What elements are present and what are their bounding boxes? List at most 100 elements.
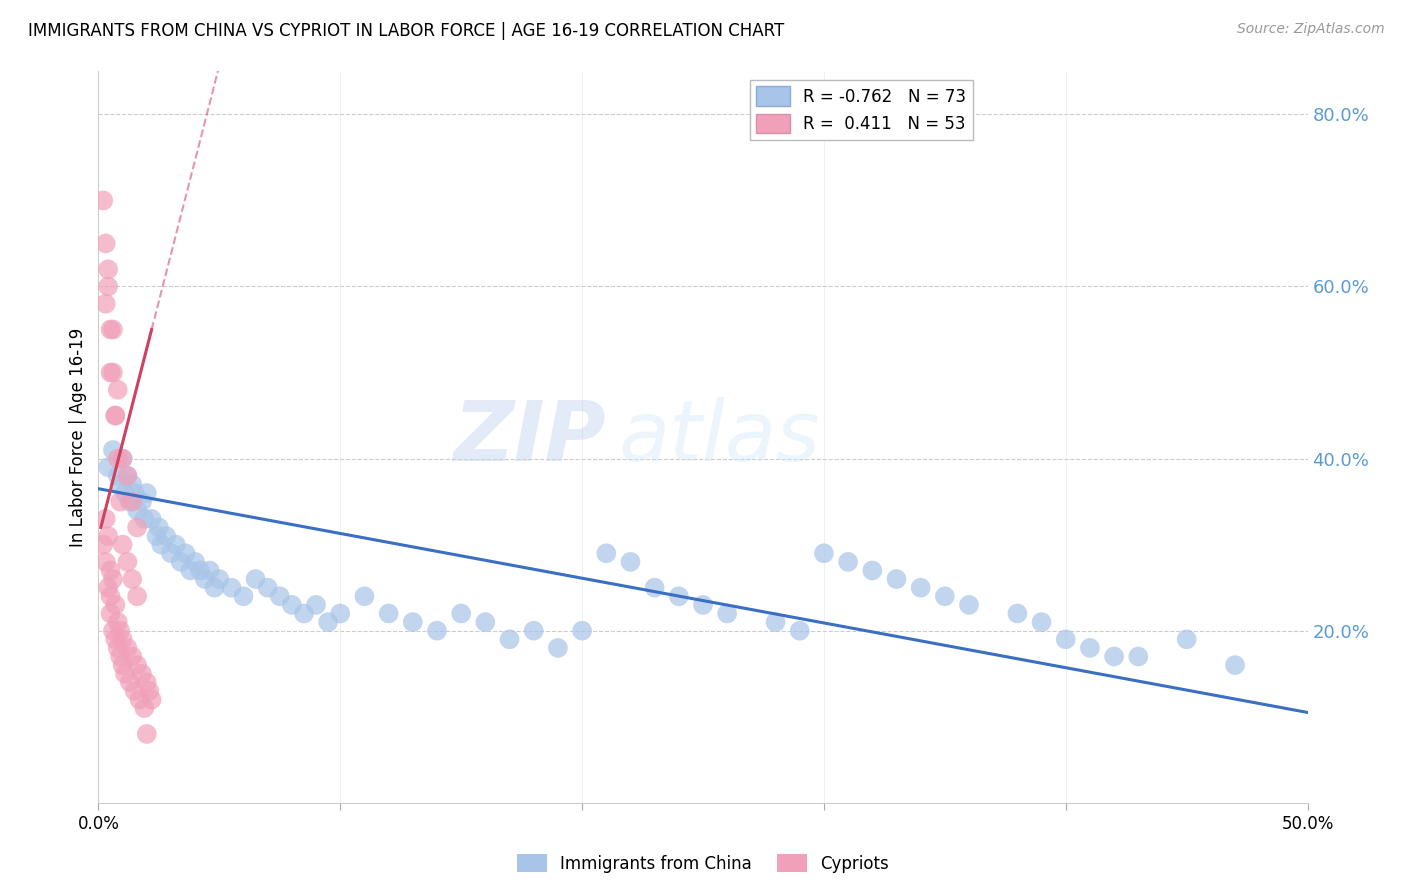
- Point: [692, 598, 714, 612]
- Point: [107, 451, 129, 466]
- Point: [765, 615, 787, 629]
- Point: [194, 572, 217, 586]
- Point: [111, 451, 134, 466]
- Point: [117, 640, 139, 655]
- Point: [256, 581, 278, 595]
- Point: [1223, 658, 1246, 673]
- Point: [108, 624, 131, 638]
- Point: [124, 486, 146, 500]
- Point: [141, 692, 163, 706]
- Point: [121, 477, 143, 491]
- Point: [97, 279, 120, 293]
- Point: [97, 581, 120, 595]
- Point: [100, 366, 122, 380]
- Point: [94, 512, 117, 526]
- Point: [127, 503, 149, 517]
- Point: [644, 581, 666, 595]
- Point: [204, 581, 226, 595]
- Text: ZIP: ZIP: [454, 397, 606, 477]
- Point: [1128, 649, 1150, 664]
- Point: [148, 520, 170, 534]
- Point: [155, 529, 177, 543]
- Legend: Immigrants from China, Cypriots: Immigrants from China, Cypriots: [510, 847, 896, 880]
- Point: [107, 615, 129, 629]
- Point: [135, 727, 157, 741]
- Point: [269, 589, 291, 603]
- Point: [117, 555, 139, 569]
- Text: atlas: atlas: [619, 397, 820, 477]
- Point: [329, 607, 352, 621]
- Point: [127, 589, 149, 603]
- Point: [111, 538, 134, 552]
- Point: [114, 486, 136, 500]
- Point: [886, 572, 908, 586]
- Point: [957, 598, 980, 612]
- Point: [474, 615, 496, 629]
- Point: [91, 194, 114, 208]
- Point: [169, 555, 191, 569]
- Point: [101, 624, 124, 638]
- Point: [101, 322, 124, 336]
- Point: [245, 572, 267, 586]
- Point: [100, 589, 122, 603]
- Point: [108, 494, 131, 508]
- Point: [498, 632, 520, 647]
- Point: [292, 607, 315, 621]
- Point: [174, 546, 197, 560]
- Point: [1102, 649, 1125, 664]
- Point: [910, 581, 932, 595]
- Point: [107, 383, 129, 397]
- Point: [131, 494, 153, 508]
- Point: [108, 477, 131, 491]
- Point: [571, 624, 593, 638]
- Point: [94, 555, 117, 569]
- Point: [1054, 632, 1077, 647]
- Point: [619, 555, 641, 569]
- Point: [104, 409, 127, 423]
- Point: [100, 564, 122, 578]
- Point: [104, 632, 127, 647]
- Point: [160, 546, 183, 560]
- Point: [127, 520, 149, 534]
- Point: [97, 262, 120, 277]
- Point: [716, 607, 738, 621]
- Point: [208, 572, 231, 586]
- Point: [135, 486, 157, 500]
- Point: [1078, 640, 1101, 655]
- Point: [813, 546, 835, 560]
- Point: [184, 555, 207, 569]
- Point: [111, 632, 134, 647]
- Point: [131, 666, 153, 681]
- Point: [91, 538, 114, 552]
- Point: [117, 468, 139, 483]
- Point: [124, 684, 146, 698]
- Y-axis label: In Labor Force | Age 16-19: In Labor Force | Age 16-19: [69, 327, 87, 547]
- Point: [100, 607, 122, 621]
- Point: [860, 564, 883, 578]
- Point: [221, 581, 243, 595]
- Point: [134, 701, 156, 715]
- Point: [426, 624, 449, 638]
- Point: [523, 624, 546, 638]
- Point: [281, 598, 304, 612]
- Point: [111, 451, 134, 466]
- Point: [837, 555, 859, 569]
- Point: [547, 640, 569, 655]
- Point: [1007, 607, 1029, 621]
- Point: [198, 564, 221, 578]
- Point: [934, 589, 956, 603]
- Point: [127, 658, 149, 673]
- Point: [188, 564, 211, 578]
- Text: IMMIGRANTS FROM CHINA VS CYPRIOT IN LABOR FORCE | AGE 16-19 CORRELATION CHART: IMMIGRANTS FROM CHINA VS CYPRIOT IN LABO…: [28, 22, 785, 40]
- Point: [100, 322, 122, 336]
- Point: [316, 615, 339, 629]
- Point: [165, 538, 187, 552]
- Point: [1175, 632, 1198, 647]
- Point: [450, 607, 472, 621]
- Point: [134, 512, 156, 526]
- Point: [108, 649, 131, 664]
- Point: [141, 512, 163, 526]
- Point: [97, 460, 120, 475]
- Point: [377, 607, 399, 621]
- Point: [179, 564, 201, 578]
